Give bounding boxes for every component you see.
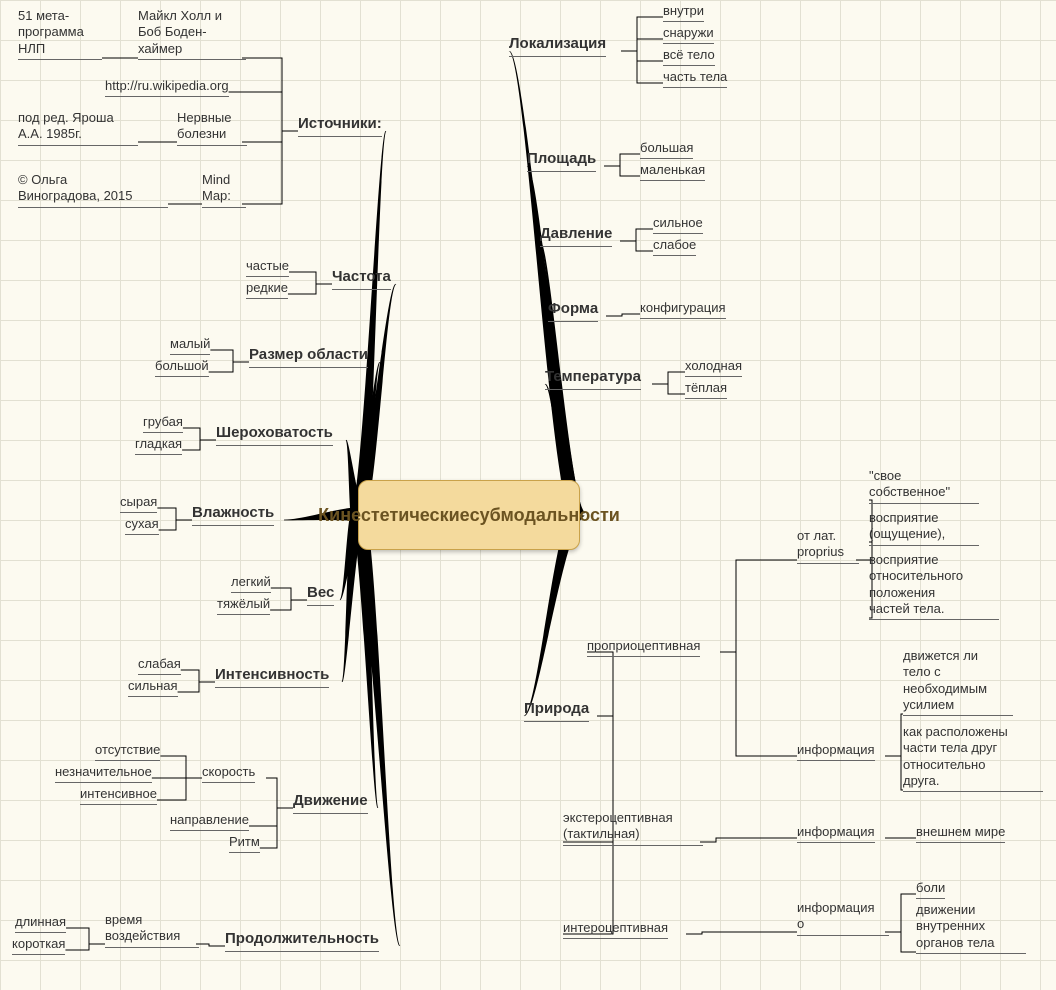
node-s1a: http://ru.wikipedia.org [105, 78, 229, 97]
node-s9a2: короткая [12, 936, 65, 955]
node-s1b1: под ред. ЯрошаА.А. 1985г. [18, 110, 138, 146]
node-r1c: всё тело [663, 47, 715, 66]
node-s4a: грубая [143, 414, 183, 433]
node-r6a: проприоцептивная [587, 638, 700, 657]
node-r2b: маленькая [640, 162, 705, 181]
node-r5: Температура [545, 368, 641, 390]
node-r4: Форма [548, 300, 598, 322]
node-r5a: холодная [685, 358, 742, 377]
node-s2: Частота [332, 268, 391, 290]
node-r6c1b: движениивнутреннихорганов тела [916, 902, 1026, 954]
node-s6b: тяжёлый [217, 596, 270, 615]
node-r1b: снаружи [663, 25, 714, 44]
node-r6a1: от лат.proprius [797, 528, 859, 564]
node-s9a: времявоздействия [105, 912, 199, 948]
node-r6a1b: восприятие(ощущение), [869, 510, 979, 546]
node-s1c: MindMap: [202, 172, 246, 208]
node-s6a: легкий [231, 574, 271, 593]
node-s8: Движение [293, 792, 368, 814]
node-s7a: слабая [138, 656, 181, 675]
node-r5b: тёплая [685, 380, 727, 399]
node-r6a2a: движется литело снеобходимымусилием [903, 648, 1013, 716]
node-r3: Давление [540, 225, 612, 247]
node-s8b: направление [170, 812, 249, 831]
node-s5a: сырая [120, 494, 157, 513]
node-s3b: большой [155, 358, 209, 377]
node-s2a: частые [246, 258, 289, 277]
node-r2: Площадь [527, 150, 596, 172]
node-s1d1: 51 мета-программаНЛП [18, 8, 102, 60]
node-s1d: Майкл Холл иБоб Боден-хаймер [138, 8, 246, 60]
node-s9a1: длинная [15, 914, 66, 933]
node-s8a2: незначительное [55, 764, 152, 783]
node-r1a: внутри [663, 3, 704, 22]
node-s4: Шероховатость [216, 424, 333, 446]
node-r2a: большая [640, 140, 693, 159]
node-s8c: Ритм [229, 834, 260, 853]
node-s4b: гладкая [135, 436, 182, 455]
node-r6b: экстероцептивная(тактильная) [563, 810, 703, 846]
node-s1c1: © ОльгаВиноградова, 2015 [18, 172, 168, 208]
node-s8a1: отсутствие [95, 742, 160, 761]
node-s8a3: интенсивное [80, 786, 157, 805]
center-topic: Кинестетическиесубмодальности [358, 480, 580, 550]
node-s3: Размер области [249, 346, 368, 368]
node-r6a2: информация [797, 742, 875, 761]
node-s1b: Нервныеболезни [177, 110, 247, 146]
node-r6a1a: "своесобственное" [869, 468, 979, 504]
mindmap-canvas: Кинестетическиесубмодальности Источники: h… [0, 0, 1056, 990]
node-r6c1a: боли [916, 880, 945, 899]
node-r6: Природа [524, 700, 589, 722]
node-s6: Вес [307, 584, 334, 606]
node-r6a1c: восприятиеотносительногоположениячастей … [869, 552, 999, 620]
node-s5b: сухая [125, 516, 159, 535]
node-s5: Влажность [192, 504, 274, 526]
node-r3a: сильное [653, 215, 703, 234]
node-s3a: малый [170, 336, 210, 355]
node-s7: Интенсивность [215, 666, 329, 688]
node-r6b1: информация [797, 824, 875, 843]
node-r1d: часть тела [663, 69, 727, 88]
node-s9: Продолжительность [225, 930, 379, 952]
node-s1: Источники: [298, 115, 382, 137]
node-s7b: сильная [128, 678, 178, 697]
node-r3b: слабое [653, 237, 696, 256]
node-r6c: интероцептивная [563, 920, 668, 939]
node-s2b: редкие [246, 280, 288, 299]
node-r6b1a: внешнем мире [916, 824, 1005, 843]
node-r6a2b: как расположенычасти тела друготноситель… [903, 724, 1043, 792]
node-r1: Локализация [509, 35, 606, 57]
node-r6c1: информацияо [797, 900, 889, 936]
node-s8a: скорость [202, 764, 255, 783]
node-r4a: конфигурация [640, 300, 726, 319]
